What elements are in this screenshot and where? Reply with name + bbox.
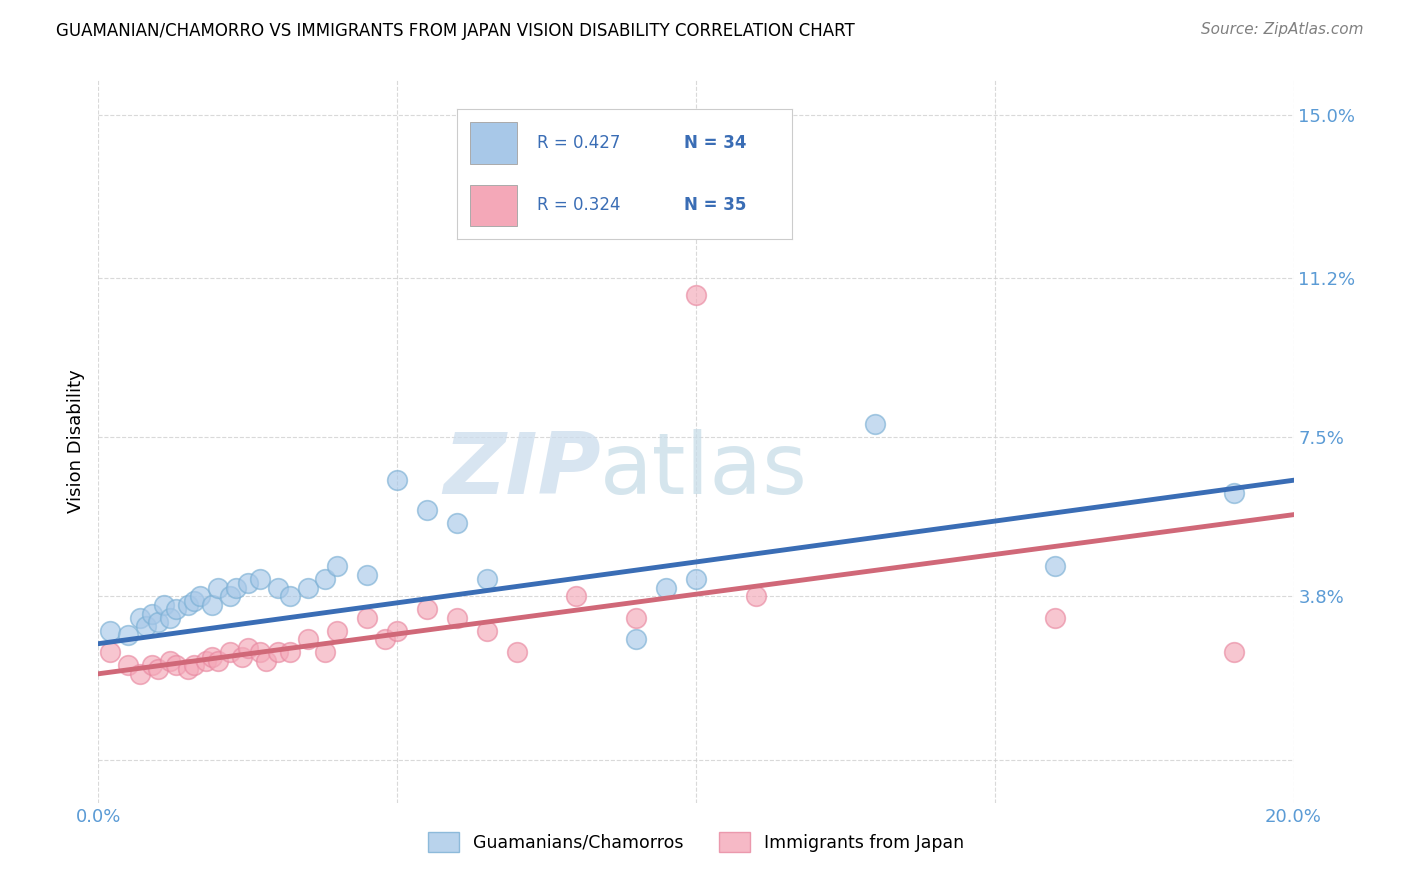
Point: [1043, 559, 1066, 574]
Point: [177, 598, 200, 612]
Point: [201, 598, 224, 612]
Point: [159, 611, 181, 625]
Text: atlas: atlas: [600, 429, 808, 512]
Point: [326, 559, 349, 574]
Point: [219, 645, 242, 659]
Point: [98, 645, 122, 659]
Point: [135, 619, 157, 633]
Point: [201, 649, 224, 664]
Point: [446, 516, 468, 531]
Point: [278, 645, 301, 659]
Point: [183, 658, 205, 673]
Point: [219, 590, 242, 604]
Point: [416, 602, 439, 616]
Point: [177, 663, 200, 677]
Point: [685, 572, 707, 586]
Point: [297, 581, 319, 595]
Point: [165, 602, 187, 616]
Point: [207, 654, 229, 668]
Point: [165, 658, 187, 673]
Point: [1223, 486, 1246, 500]
Point: [249, 645, 271, 659]
Point: [159, 654, 181, 668]
Point: [315, 572, 337, 586]
Point: [117, 658, 139, 673]
Point: [385, 473, 409, 487]
Point: [655, 581, 678, 595]
Point: [1043, 611, 1066, 625]
Point: [1223, 645, 1246, 659]
Point: [188, 590, 211, 604]
Point: [475, 624, 498, 638]
Point: [565, 590, 588, 604]
Point: [297, 632, 319, 647]
Point: [236, 640, 259, 655]
Point: [129, 666, 152, 681]
Point: [129, 611, 152, 625]
Point: [385, 624, 409, 638]
Text: Source: ZipAtlas.com: Source: ZipAtlas.com: [1201, 22, 1364, 37]
Point: [356, 611, 378, 625]
Point: [374, 632, 396, 647]
Point: [278, 590, 301, 604]
Text: ZIP: ZIP: [443, 429, 600, 512]
Point: [685, 288, 707, 302]
Point: [254, 654, 277, 668]
Point: [416, 503, 439, 517]
Point: [236, 576, 259, 591]
Point: [865, 417, 887, 432]
Point: [446, 611, 468, 625]
Point: [117, 628, 139, 642]
Point: [148, 663, 170, 677]
Point: [626, 632, 648, 647]
Point: [326, 624, 349, 638]
Point: [225, 581, 247, 595]
Point: [745, 590, 768, 604]
Point: [98, 624, 122, 638]
Text: GUAMANIAN/CHAMORRO VS IMMIGRANTS FROM JAPAN VISION DISABILITY CORRELATION CHART: GUAMANIAN/CHAMORRO VS IMMIGRANTS FROM JA…: [56, 22, 855, 40]
Point: [267, 581, 290, 595]
Legend: Guamanians/Chamorros, Immigrants from Japan: Guamanians/Chamorros, Immigrants from Ja…: [422, 825, 970, 859]
Point: [231, 649, 253, 664]
Point: [249, 572, 271, 586]
Point: [356, 567, 378, 582]
Point: [195, 654, 218, 668]
Point: [626, 611, 648, 625]
Point: [506, 645, 529, 659]
Point: [141, 658, 163, 673]
Point: [148, 615, 170, 630]
Point: [475, 572, 498, 586]
Point: [267, 645, 290, 659]
Point: [315, 645, 337, 659]
Y-axis label: Vision Disability: Vision Disability: [66, 369, 84, 514]
Point: [207, 581, 229, 595]
Point: [183, 593, 205, 607]
Point: [141, 607, 163, 621]
Point: [153, 598, 176, 612]
